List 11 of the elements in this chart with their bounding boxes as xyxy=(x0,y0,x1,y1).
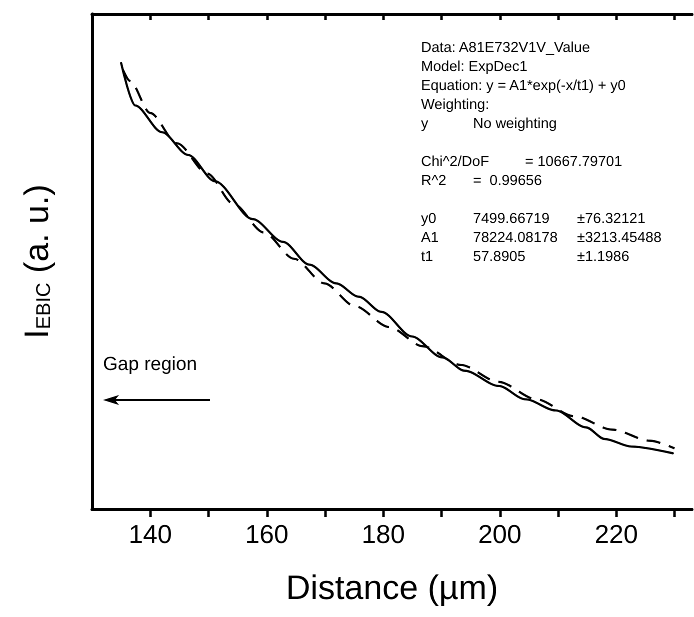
x-tick-label: 180 xyxy=(362,519,405,549)
x-tick-label: 160 xyxy=(245,519,288,549)
x-tick-label: 200 xyxy=(478,519,522,549)
text: Chi^2/DoF = 10667.79701 R^2 = 0.99656 xyxy=(421,154,622,189)
x-axis-title: Distance (µm) xyxy=(286,569,498,607)
x-tick-label: 220 xyxy=(594,519,638,549)
text: Data: A81E732V1V_Value Model: ExpDec1 Equation: y = A1*exp(-x/t1) + y0 Weighting: y No weighting xyxy=(421,40,626,132)
text: y0 7499.66719 ±76.32121 A1 78224.08178 ±3213.45488 t1 57.8905 ±1.1986 xyxy=(421,211,662,265)
x-tick-label: 140 xyxy=(128,519,172,549)
annotation: Gap region xyxy=(103,354,198,376)
y-axis-title: IEBIC (a. u.) xyxy=(18,184,56,339)
